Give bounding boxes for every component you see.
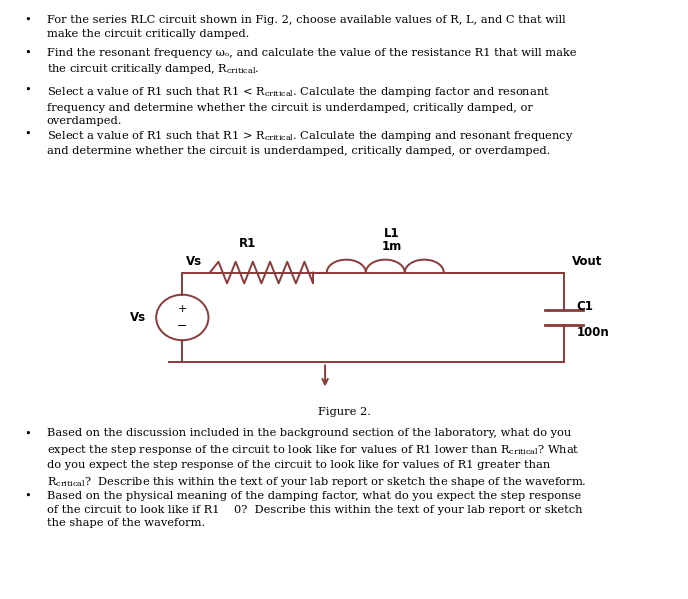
Text: −: − <box>177 320 188 332</box>
Text: +: + <box>178 304 187 314</box>
Text: Vout: Vout <box>572 255 603 268</box>
Text: Based on the physical meaning of the damping factor, what do you expect the step: Based on the physical meaning of the dam… <box>47 491 582 528</box>
Text: L1: L1 <box>385 226 400 240</box>
Text: Based on the discussion included in the background section of the laboratory, wh: Based on the discussion included in the … <box>47 428 586 489</box>
Text: Vs: Vs <box>129 311 146 324</box>
Text: 1m: 1m <box>382 240 402 253</box>
Text: •: • <box>24 15 31 25</box>
Text: Select a value of R1 such that R1 > R$_\mathregular{critical}$. Calculate the da: Select a value of R1 such that R1 > R$_\… <box>47 129 573 156</box>
Text: •: • <box>24 428 31 438</box>
Text: For the series RLC circuit shown in Fig. 2, choose available values of R, L, and: For the series RLC circuit shown in Fig.… <box>47 15 566 38</box>
Text: Select a value of R1 such that R1 < R$_\mathregular{critical}$. Calculate the da: Select a value of R1 such that R1 < R$_\… <box>47 85 550 126</box>
Text: R1: R1 <box>239 237 257 250</box>
Text: 100n: 100n <box>577 326 610 339</box>
Text: •: • <box>24 85 31 95</box>
Text: Vs: Vs <box>186 255 202 268</box>
Text: •: • <box>24 129 31 139</box>
Text: Find the resonant frequency ωₒ, and calculate the value of the resistance R1 tha: Find the resonant frequency ωₒ, and calc… <box>47 48 577 77</box>
Text: •: • <box>24 491 31 501</box>
Text: C1: C1 <box>577 300 594 313</box>
Text: •: • <box>24 48 31 58</box>
Text: Figure 2.: Figure 2. <box>317 407 371 418</box>
